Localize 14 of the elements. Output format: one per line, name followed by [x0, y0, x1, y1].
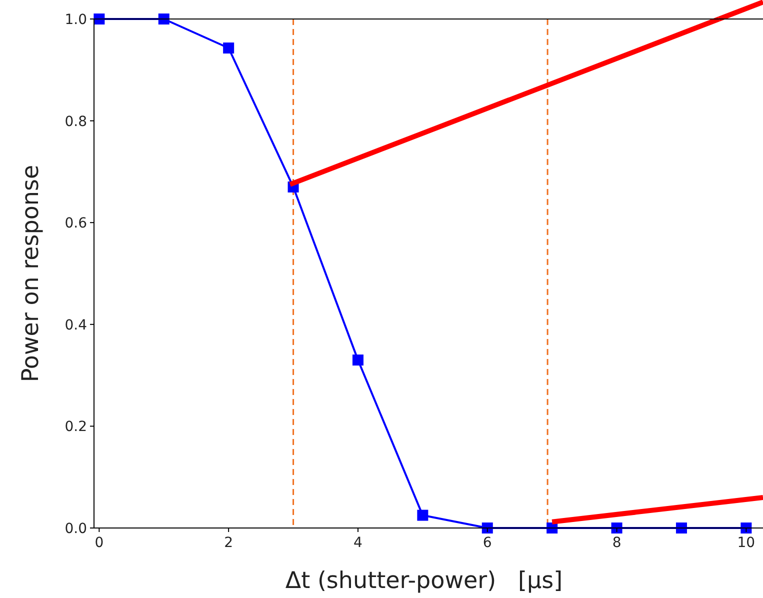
- y-axis-title: Power on response: [18, 164, 44, 382]
- y-tick-label: 0.6: [64, 216, 88, 232]
- x-tick-label: 2: [224, 535, 234, 551]
- y-tick-label: 0.0: [64, 521, 87, 537]
- x-tick-label: 6: [482, 535, 492, 551]
- x-tick-label: 8: [612, 535, 622, 551]
- y-tick-label: 0.8: [64, 114, 87, 130]
- x-axis-title: Δt (shutter-power) [μs]: [285, 568, 563, 594]
- x-tick-label: 0: [94, 535, 104, 551]
- x-tick-label: 10: [737, 535, 756, 551]
- y-tick-label: 0.4: [64, 317, 88, 334]
- x-tick-label: 4: [354, 535, 363, 551]
- y-tick-label: 0.2: [64, 419, 87, 436]
- y-tick-label: 1.0: [64, 12, 87, 28]
